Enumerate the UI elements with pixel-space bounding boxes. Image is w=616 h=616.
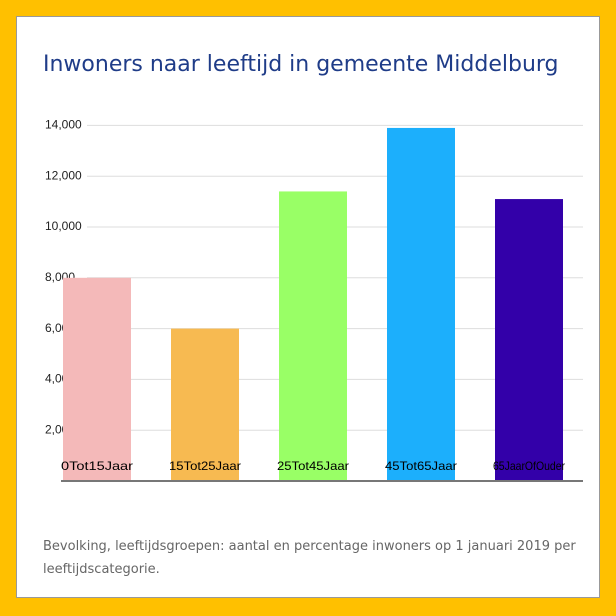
x-tick-label: 25Tot45Jaar (277, 459, 349, 473)
bar (171, 328, 239, 481)
caption: Bevolking, leeftijdsgroepen: aantal en p… (43, 539, 576, 577)
x-tick-label: 65JaarOfOuder (493, 459, 565, 473)
bar (387, 127, 455, 481)
y-tick-label: 14,000 (45, 118, 82, 132)
x-tick-label: 15Tot25Jaar (169, 459, 241, 473)
x-tick-label: 45Tot65Jaar (385, 459, 457, 473)
chart-title: Inwoners naar leeftijd in gemeente Midde… (43, 52, 559, 77)
x-tick-label: 0Tot15Jaar (61, 459, 133, 473)
bar (63, 277, 131, 481)
chart: Inwoners naar leeftijd in gemeente Midde… (43, 52, 583, 482)
y-tick-label: 12,000 (45, 168, 82, 182)
bar (279, 191, 347, 481)
y-tick-label: 10,000 (45, 219, 82, 233)
card: Inwoners naar leeftijd in gemeente Midde… (16, 16, 600, 598)
bar (495, 199, 563, 481)
